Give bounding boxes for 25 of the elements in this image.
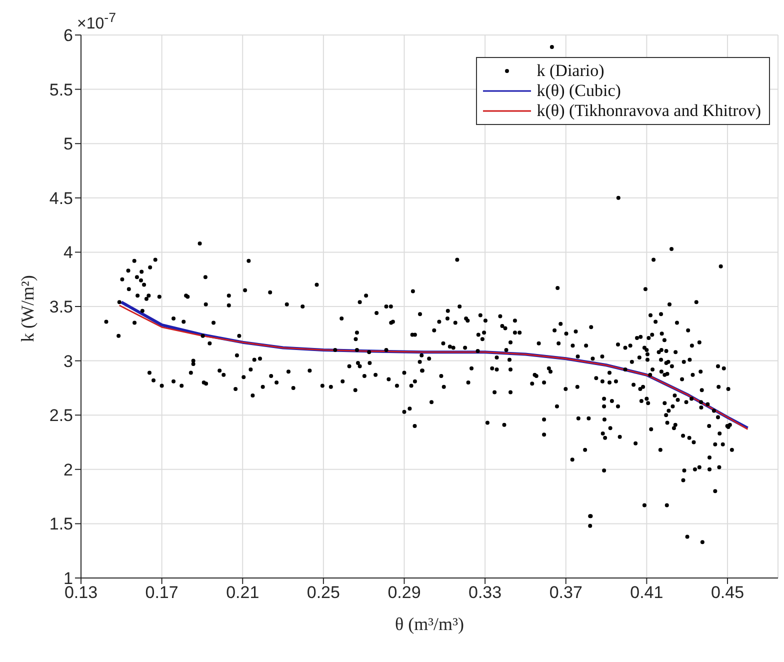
y-tick-label: 1.5 (49, 514, 73, 534)
x-tick-label: 0.33 (468, 583, 502, 602)
y-tick-label: 4.5 (49, 188, 73, 208)
y-axis-title: k (W/m²) (18, 274, 38, 344)
y-tick-label: 2 (64, 460, 73, 480)
legend-label: k (Diario) (536, 61, 604, 81)
y-tick-label: 4 (64, 243, 73, 262)
y-tick-label: 5.5 (49, 80, 73, 100)
x-tick-label: 0.41 (630, 583, 664, 602)
legend-label: k(θ) (Cubic) (536, 81, 621, 101)
x-tick-label: 0.13 (64, 583, 98, 602)
y-tick-label: 3.5 (49, 298, 73, 317)
x-tick-label: 0.29 (388, 583, 421, 602)
y-tick-label: 6 (64, 26, 73, 46)
x-tick-label: 0.45 (710, 583, 744, 602)
x-tick-label: 0.21 (226, 583, 260, 602)
y-tick-label: 5 (64, 134, 73, 154)
x-tick-label: 0.25 (306, 583, 340, 602)
x-tick-label: 0.37 (549, 583, 582, 602)
y-tick-label: 3 (64, 352, 73, 371)
y-tick-label: 2.5 (49, 406, 73, 426)
text: ×10$^{-7}$ (77, 10, 116, 34)
legend-label: k(θ) (Tikhonravova and Khitrov) (536, 101, 761, 121)
x-axis-title: θ (m³/m³) (394, 614, 465, 635)
x-tick-label: 0.17 (145, 583, 178, 602)
